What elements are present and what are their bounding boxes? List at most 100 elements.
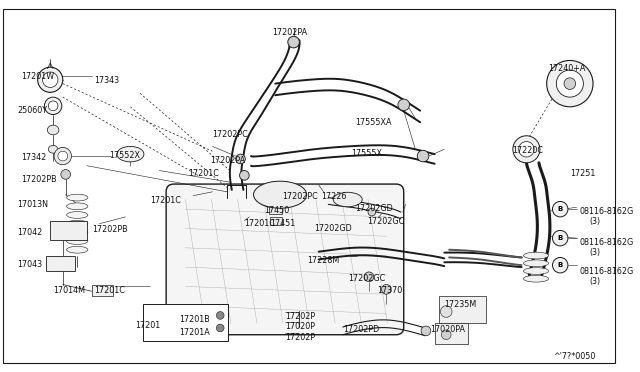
Text: B: B (557, 235, 563, 241)
Circle shape (381, 285, 391, 294)
Text: 17043: 17043 (17, 260, 42, 269)
Bar (435, 323, 468, 344)
Text: 17201C: 17201C (93, 286, 125, 295)
Text: 17552X: 17552X (109, 151, 140, 160)
Text: 17228M: 17228M (307, 256, 339, 264)
Text: B: B (557, 206, 563, 212)
Text: 17555XA: 17555XA (355, 118, 392, 127)
Circle shape (552, 202, 568, 217)
Ellipse shape (67, 203, 88, 210)
Text: 17201: 17201 (135, 321, 161, 330)
Text: 17226: 17226 (321, 192, 346, 201)
Ellipse shape (67, 229, 88, 236)
Text: 17451: 17451 (271, 219, 296, 228)
Ellipse shape (67, 246, 88, 253)
Circle shape (288, 36, 300, 48)
Text: 17201C: 17201C (188, 169, 220, 177)
Ellipse shape (42, 72, 58, 87)
Text: 17201B: 17201B (179, 315, 209, 324)
Circle shape (290, 190, 300, 199)
Text: 08116-8162G: 08116-8162G (579, 238, 634, 247)
Text: 17235M: 17235M (444, 300, 477, 309)
Bar (440, 296, 486, 323)
Ellipse shape (253, 181, 307, 208)
Bar (143, 304, 228, 340)
Text: 17042: 17042 (17, 228, 43, 237)
Text: 17240+A: 17240+A (548, 64, 586, 73)
Text: 17202PA: 17202PA (211, 156, 246, 165)
Circle shape (440, 306, 452, 317)
Circle shape (216, 324, 224, 332)
Ellipse shape (524, 275, 548, 282)
Text: 17020P: 17020P (285, 322, 315, 331)
Text: 17201W: 17201W (21, 72, 54, 81)
Circle shape (58, 151, 68, 161)
Text: 17202GC: 17202GC (348, 274, 385, 283)
Circle shape (518, 142, 534, 157)
Ellipse shape (38, 67, 63, 92)
Text: 17202P: 17202P (285, 312, 315, 321)
Text: 17251: 17251 (570, 169, 595, 177)
FancyBboxPatch shape (166, 184, 404, 335)
Circle shape (203, 315, 212, 325)
Text: 17202PC: 17202PC (282, 192, 318, 201)
Circle shape (564, 78, 575, 89)
Text: 17202GD: 17202GD (314, 224, 351, 232)
Circle shape (61, 170, 70, 179)
Circle shape (205, 318, 209, 322)
Circle shape (216, 312, 224, 319)
Text: 08116-8162G: 08116-8162G (579, 207, 634, 216)
Circle shape (442, 330, 451, 340)
Text: 17202PC: 17202PC (212, 130, 248, 139)
Circle shape (513, 136, 540, 163)
Ellipse shape (333, 192, 362, 207)
Bar (50, 221, 87, 240)
Circle shape (368, 208, 376, 216)
Text: B: B (557, 262, 563, 268)
Ellipse shape (48, 101, 58, 110)
Circle shape (54, 147, 72, 165)
Text: 17201C: 17201C (150, 196, 180, 205)
Text: 17202GC: 17202GC (367, 217, 404, 226)
Ellipse shape (524, 260, 548, 267)
Text: 17202P: 17202P (285, 333, 315, 342)
Text: (3): (3) (589, 277, 600, 286)
Text: 17020PA: 17020PA (430, 325, 465, 334)
Text: 17202PB: 17202PB (21, 175, 57, 185)
Text: 08116-8162G: 08116-8162G (579, 267, 634, 276)
Bar (269, 204, 282, 214)
Text: 17202PD: 17202PD (343, 325, 379, 334)
Text: 25060Y: 25060Y (17, 106, 47, 115)
Circle shape (421, 326, 431, 336)
Text: 17202PB: 17202PB (92, 225, 127, 234)
Ellipse shape (44, 97, 62, 115)
Text: 17343: 17343 (93, 76, 119, 85)
Ellipse shape (117, 147, 144, 162)
Ellipse shape (524, 267, 548, 275)
Bar (46, 256, 76, 271)
Text: 17450: 17450 (264, 206, 289, 215)
Text: (3): (3) (589, 217, 600, 226)
Ellipse shape (67, 212, 88, 218)
Bar (271, 217, 282, 225)
Ellipse shape (524, 252, 548, 259)
Circle shape (552, 257, 568, 273)
Ellipse shape (67, 220, 88, 227)
Circle shape (239, 170, 249, 180)
Text: ^'7?*0050: ^'7?*0050 (554, 352, 596, 361)
Text: 17202PA: 17202PA (272, 28, 307, 36)
Text: (3): (3) (589, 248, 600, 257)
Text: 17013N: 17013N (17, 199, 49, 209)
Text: 17555X: 17555X (351, 149, 383, 158)
Text: 17342: 17342 (21, 153, 47, 162)
Circle shape (552, 230, 568, 246)
Text: 17201A: 17201A (179, 328, 209, 337)
Ellipse shape (67, 194, 88, 201)
Text: 17202GD: 17202GD (355, 204, 393, 214)
Circle shape (547, 60, 593, 107)
Ellipse shape (67, 238, 88, 244)
Text: 17220C: 17220C (512, 147, 543, 155)
Text: 17201C: 17201C (244, 219, 275, 228)
Bar (92, 285, 113, 296)
Ellipse shape (48, 145, 58, 153)
